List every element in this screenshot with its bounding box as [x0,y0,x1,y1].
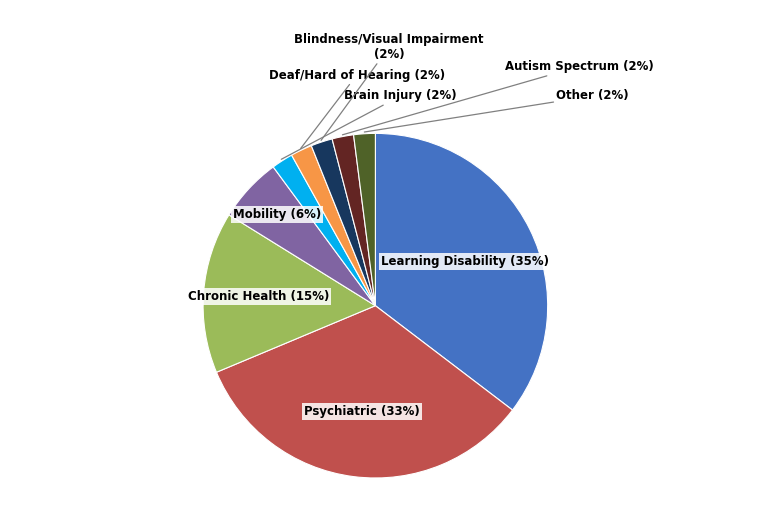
Text: Blindness/Visual Impairment
(2%): Blindness/Visual Impairment (2%) [294,33,484,140]
Wedge shape [353,134,376,306]
Text: Other (2%): Other (2%) [364,89,629,132]
Wedge shape [376,134,548,410]
Text: Psychiatric (33%): Psychiatric (33%) [304,405,420,418]
Text: Chronic Health (15%): Chronic Health (15%) [188,290,329,303]
Wedge shape [332,135,376,306]
Wedge shape [217,306,512,478]
Text: Learning Disability (35%): Learning Disability (35%) [381,255,549,268]
Text: Mobility (6%): Mobility (6%) [233,208,321,221]
Text: Deaf/Hard of Hearing (2%): Deaf/Hard of Hearing (2%) [269,69,445,148]
Text: Autism Spectrum (2%): Autism Spectrum (2%) [343,60,654,135]
Wedge shape [311,139,376,306]
Text: Brain Injury (2%): Brain Injury (2%) [281,89,457,160]
Wedge shape [292,146,376,306]
Wedge shape [229,167,376,306]
Wedge shape [203,215,376,372]
Wedge shape [273,155,376,306]
